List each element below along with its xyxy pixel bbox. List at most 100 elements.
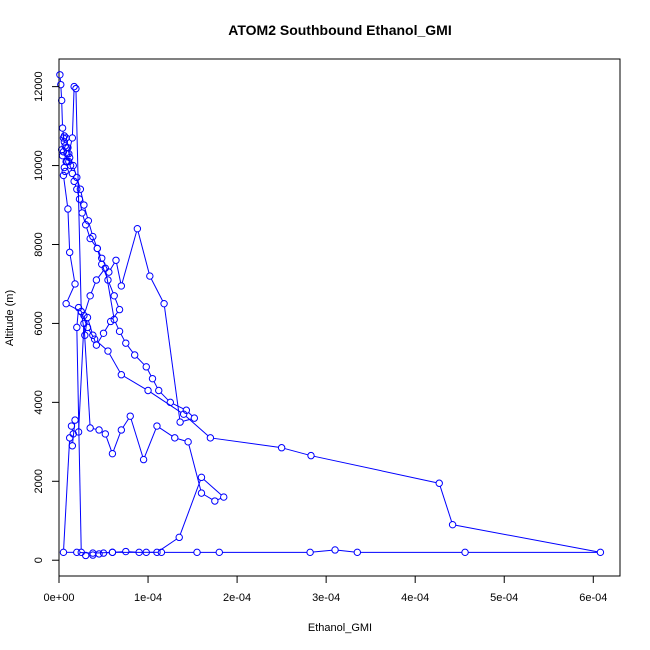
data-point [73, 323, 81, 332]
x-axis: 0e+00 1e-04 2e-04 3e-04 4e-04 5e-04 6e-04 [44, 575, 607, 604]
data-point [92, 341, 101, 349]
series-segment [76, 330, 82, 550]
data-point [86, 424, 94, 432]
data-point [130, 351, 139, 359]
y-tick-label: 0 [33, 557, 45, 563]
data-point [175, 533, 183, 542]
data-point [104, 276, 112, 284]
data-point [71, 416, 79, 424]
x-tick-label: 6e-04 [579, 592, 607, 604]
data-point [68, 442, 77, 450]
series-segment [439, 486, 453, 522]
data-point [153, 548, 161, 557]
series-points [56, 71, 605, 560]
series-segment [110, 262, 115, 270]
series-segment [97, 335, 103, 343]
data-point [81, 331, 89, 339]
data-point [80, 319, 88, 328]
series-segment [160, 392, 169, 401]
series-segment [91, 240, 96, 247]
series-segment [127, 345, 134, 353]
data-point [73, 173, 81, 182]
data-point [77, 548, 85, 557]
data-point [133, 225, 142, 233]
data-point [596, 548, 605, 557]
data-point [80, 201, 88, 209]
y-axis: 0 2000 4000 6000 8000 10000 12000 [33, 71, 60, 563]
data-point [135, 548, 143, 557]
data-point [104, 347, 112, 355]
data-point [277, 444, 286, 452]
series-segment [313, 549, 332, 553]
data-point [74, 428, 83, 436]
series-segment [114, 298, 119, 307]
data-point [59, 171, 68, 180]
data-point [184, 438, 192, 446]
series-segment [179, 480, 201, 535]
series-segment [105, 271, 115, 317]
series-segment [217, 497, 222, 501]
data-point [75, 195, 84, 203]
data-point [331, 546, 339, 554]
data-point [142, 548, 150, 557]
data-point [146, 272, 154, 280]
data-point [70, 82, 78, 91]
data-point [206, 434, 215, 442]
series-segment [159, 538, 177, 551]
series-segment [112, 311, 119, 320]
series-segment [130, 419, 144, 457]
data-point [84, 217, 93, 225]
series-segment [82, 215, 86, 222]
series-segment [188, 412, 193, 417]
series-segment [122, 418, 129, 428]
data-point [106, 317, 115, 326]
series-segment [93, 338, 96, 343]
series-segment [116, 263, 122, 283]
data-point [65, 434, 74, 442]
data-point [60, 132, 69, 140]
data-point [211, 497, 219, 505]
data-point [122, 339, 130, 347]
x-tick-label: 3e-04 [312, 592, 340, 604]
data-point [176, 418, 184, 426]
series-segment [314, 455, 437, 484]
series-segment [203, 494, 213, 500]
series-segment [79, 310, 83, 314]
series-segment [123, 375, 146, 390]
data-point [448, 520, 457, 529]
series-segment [68, 304, 79, 311]
series-segment [69, 255, 75, 281]
data-point [73, 185, 81, 193]
data-point [197, 473, 206, 482]
data-point [108, 449, 117, 458]
data-point [182, 406, 191, 414]
x-tick-label: 4e-04 [401, 592, 429, 604]
data-point [115, 327, 124, 336]
data-point [126, 412, 134, 420]
series-segment [177, 438, 186, 442]
series-segment [150, 391, 182, 413]
series-segment [63, 441, 71, 550]
data-point [117, 371, 126, 379]
series-segment [153, 381, 158, 388]
data-point [61, 167, 69, 176]
data-point [95, 550, 103, 558]
series-segment [150, 278, 164, 302]
chart-title: ATOM2 Southbound Ethanol_GMI [228, 22, 451, 38]
x-tick-label: 2e-04 [223, 592, 251, 604]
data-point [139, 455, 148, 464]
series-segment [338, 549, 355, 553]
data-point [220, 493, 228, 501]
data-point [62, 299, 70, 308]
data-point [56, 71, 64, 79]
series-segment [63, 178, 68, 206]
data-point [65, 150, 73, 158]
series-segment [60, 87, 62, 98]
data-point [65, 248, 74, 257]
data-point [157, 548, 166, 557]
series-segment [61, 103, 63, 125]
series-segment [90, 282, 96, 294]
data-point [435, 479, 443, 487]
series-segment [164, 306, 181, 419]
x-tick-label: 0e+00 [44, 592, 75, 604]
